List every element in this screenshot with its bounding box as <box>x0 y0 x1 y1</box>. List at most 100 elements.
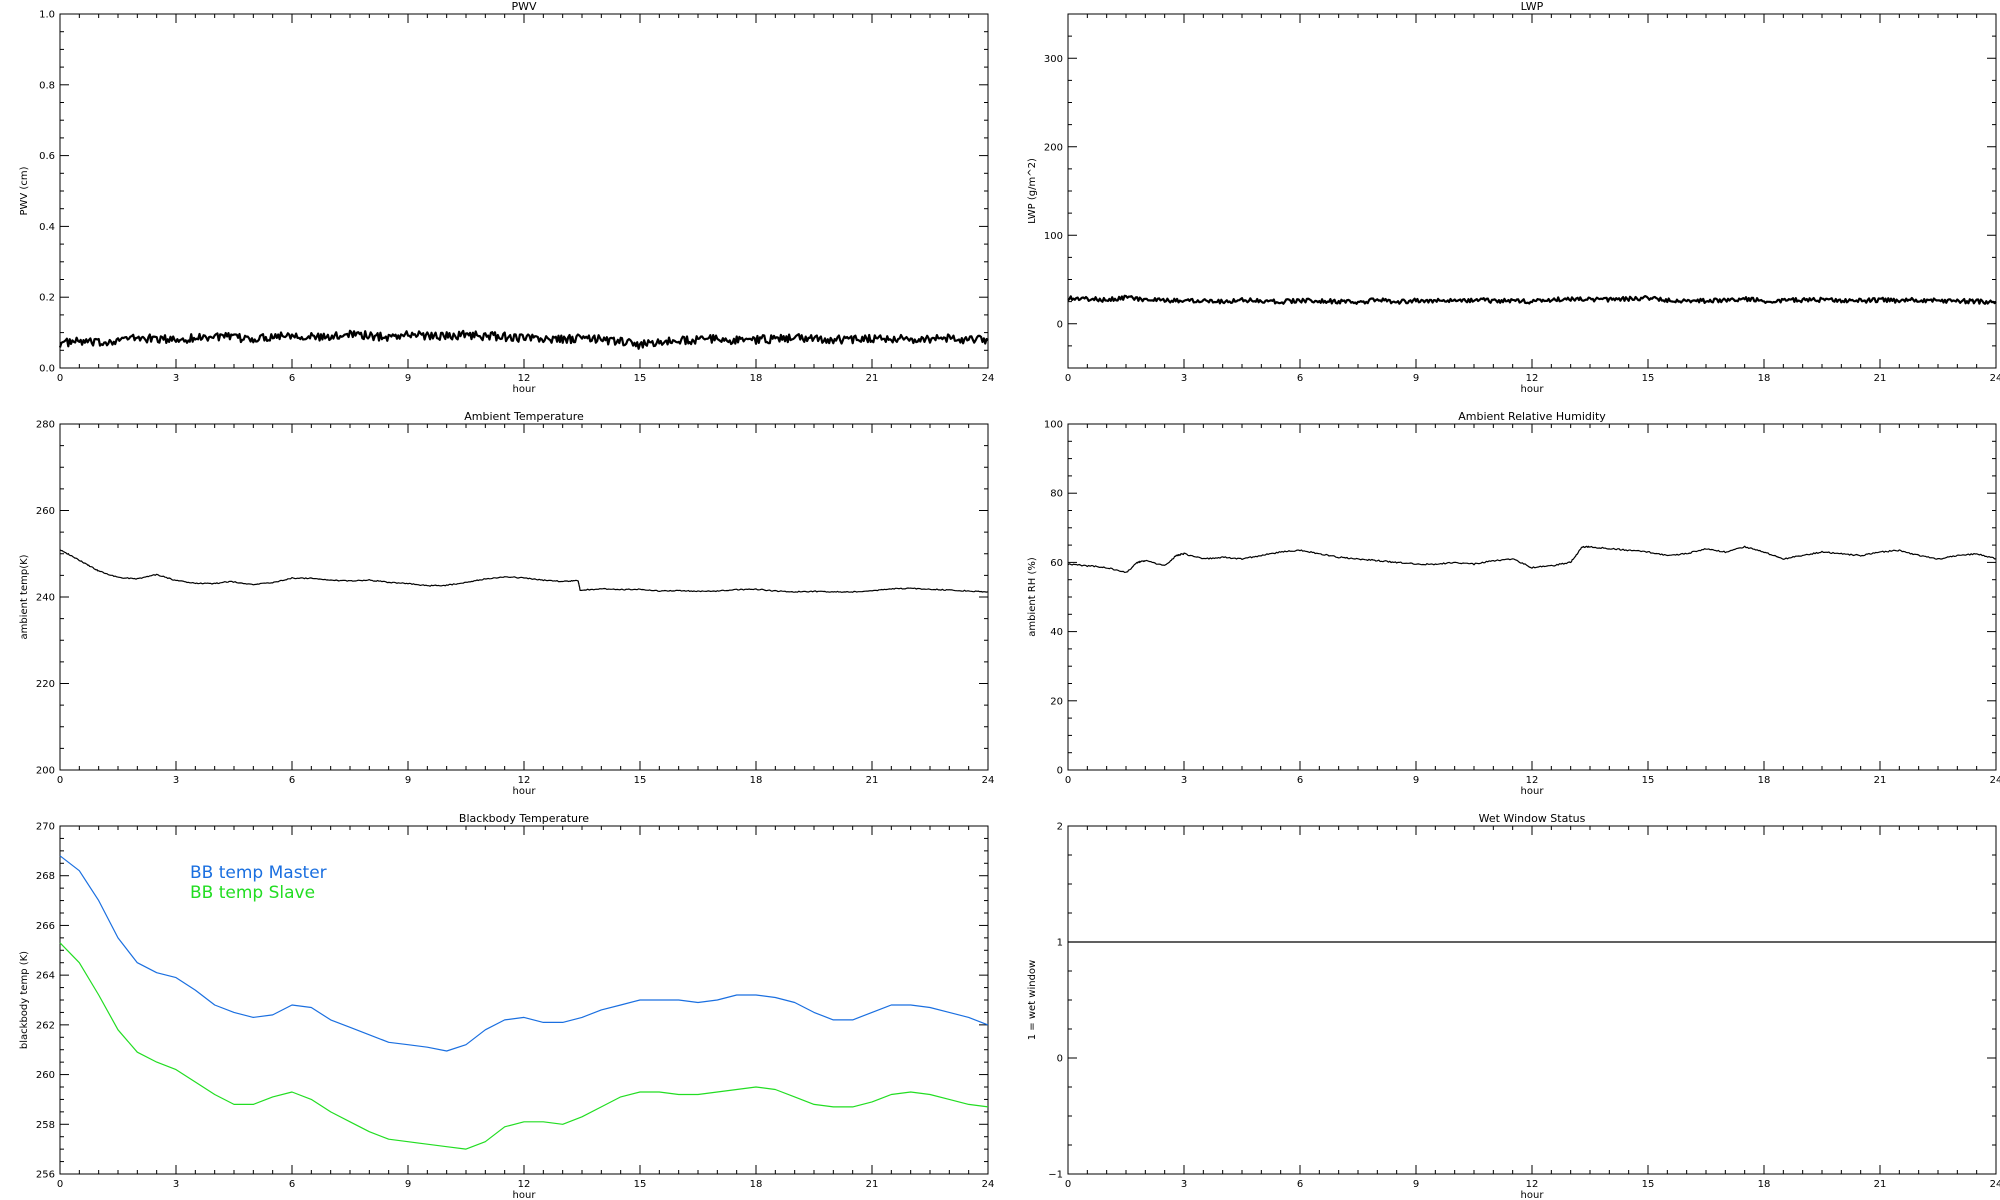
x-tick-label: 9 <box>405 775 411 786</box>
x-tick-label: 0 <box>1065 1179 1071 1190</box>
x-axis-label: hour <box>1521 384 1545 395</box>
x-axis-label: hour <box>1521 786 1545 797</box>
y-tick-label: 40 <box>1050 627 1063 638</box>
x-tick-label: 3 <box>1181 1179 1187 1190</box>
x-tick-label: 6 <box>1297 373 1303 384</box>
x-tick-label: 24 <box>982 373 995 384</box>
chart-title: Blackbody Temperature <box>459 812 589 825</box>
x-axis-label: hour <box>513 384 537 395</box>
y-axis-label: PWV (cm) <box>19 166 30 215</box>
series-line <box>1067 545 1996 573</box>
x-tick-label: 6 <box>1297 1179 1303 1190</box>
x-tick-label: 3 <box>1181 775 1187 786</box>
x-tick-label: 6 <box>289 775 295 786</box>
y-tick-label: 262 <box>36 1020 55 1031</box>
y-tick-label: 280 <box>36 420 55 431</box>
y-tick-label: 1.0 <box>39 10 55 21</box>
x-tick-label: 24 <box>982 775 995 786</box>
y-tick-label: 300 <box>1044 54 1063 65</box>
x-tick-label: 21 <box>1874 1179 1887 1190</box>
y-axis-label: ambient temp(K) <box>19 554 30 639</box>
x-tick-label: 24 <box>982 1179 995 1190</box>
y-tick-label: 0.4 <box>39 222 55 233</box>
chart-title: LWP <box>1521 0 1544 13</box>
x-tick-label: 18 <box>750 373 763 384</box>
chart-title: Wet Window Status <box>1479 812 1586 825</box>
chart-title: Ambient Relative Humidity <box>1458 410 1606 423</box>
x-tick-label: 15 <box>1642 1179 1655 1190</box>
x-tick-label: 6 <box>1297 775 1303 786</box>
x-tick-label: 6 <box>289 373 295 384</box>
x-tick-label: 15 <box>1642 775 1655 786</box>
chart-lwp: LWP 0 3 6 9 12 15 18 21 24 hour 0 100 200 300 LWP (g/m^… <box>1027 0 2000 395</box>
x-tick-label: 18 <box>1758 775 1771 786</box>
y-tick-label: 0.6 <box>39 151 55 162</box>
x-tick-label: 3 <box>173 775 179 786</box>
series-line <box>1067 294 1997 305</box>
x-tick-label: 9 <box>1413 775 1419 786</box>
x-tick-label: 24 <box>1990 775 2000 786</box>
legend-entry: BB temp Slave <box>190 883 315 903</box>
x-tick-label: 9 <box>405 1179 411 1190</box>
x-tick-label: 12 <box>518 1179 531 1190</box>
series-line <box>58 329 989 350</box>
x-tick-label: 21 <box>1874 775 1887 786</box>
y-tick-label: 100 <box>1044 231 1063 242</box>
y-tick-label: 270 <box>36 822 55 833</box>
x-tick-label: 12 <box>518 775 531 786</box>
y-tick-label: 256 <box>36 1170 55 1181</box>
plot-frame <box>1067 13 1997 369</box>
x-tick-label: 24 <box>1990 1179 2000 1190</box>
y-tick-label: 100 <box>1044 420 1063 431</box>
y-tick-label: 0 <box>1057 766 1063 777</box>
legend-entry: BB temp Master <box>190 863 327 883</box>
y-tick-label: 0.0 <box>39 364 55 375</box>
x-tick-label: 24 <box>1990 373 2000 384</box>
x-axis-label: hour <box>1521 1190 1545 1200</box>
series-line <box>59 942 989 1150</box>
x-tick-label: 15 <box>634 1179 647 1190</box>
plot-frame <box>1067 423 1997 771</box>
x-tick-label: 15 <box>634 775 647 786</box>
x-tick-label: 21 <box>866 373 879 384</box>
y-tick-label: 240 <box>36 593 55 604</box>
y-tick-label: 80 <box>1050 489 1063 500</box>
y-axis-label: 1 = wet window <box>1027 960 1038 1040</box>
chart-ambient_rh: Ambient Relative Humidity 0 3 6 9 12 15 18 21 24 h… <box>1027 410 2000 797</box>
x-tick-label: 9 <box>1413 1179 1419 1190</box>
x-axis-label: hour <box>513 786 537 797</box>
y-tick-label: 220 <box>36 679 55 690</box>
y-tick-label: 260 <box>36 506 55 517</box>
plot-frame <box>59 13 989 369</box>
y-tick-label: 60 <box>1050 558 1063 569</box>
plot-frame <box>59 423 989 771</box>
chart-pwv: PWV 0 3 6 9 12 15 18 21 24 hour 0.0 0.2 0.4 0.6 0.8 1.0 P… <box>19 0 994 395</box>
x-axis-label: hour <box>513 1190 537 1200</box>
y-tick-label: 0.8 <box>39 80 55 91</box>
x-tick-label: 6 <box>289 1179 295 1190</box>
x-tick-label: 0 <box>1065 373 1071 384</box>
x-tick-label: 12 <box>518 373 531 384</box>
x-tick-label: 9 <box>1413 373 1419 384</box>
series-line <box>59 855 989 1052</box>
y-tick-label: 0 <box>1057 1054 1063 1065</box>
chart-title: PWV <box>511 0 537 13</box>
y-tick-label: 200 <box>36 766 55 777</box>
y-axis-label: blackbody temp (K) <box>19 951 30 1049</box>
x-tick-label: 12 <box>1526 373 1539 384</box>
y-tick-label: 258 <box>36 1120 55 1131</box>
y-tick-label: 200 <box>1044 142 1063 153</box>
x-tick-label: 18 <box>750 775 763 786</box>
x-tick-label: 12 <box>1526 1179 1539 1190</box>
x-tick-label: 3 <box>173 373 179 384</box>
y-tick-label: 2 <box>1057 822 1063 833</box>
y-tick-label: 264 <box>36 971 55 982</box>
chart-ambient_temp: Ambient Temperature 0 3 6 9 12 15 18 21 24 hour 200… <box>19 410 994 797</box>
x-tick-label: 9 <box>405 373 411 384</box>
x-tick-label: 12 <box>1526 775 1539 786</box>
x-tick-label: 0 <box>1065 775 1071 786</box>
x-tick-label: 21 <box>1874 373 1887 384</box>
series-line <box>59 549 989 593</box>
y-tick-label: −1 <box>1048 1170 1063 1181</box>
